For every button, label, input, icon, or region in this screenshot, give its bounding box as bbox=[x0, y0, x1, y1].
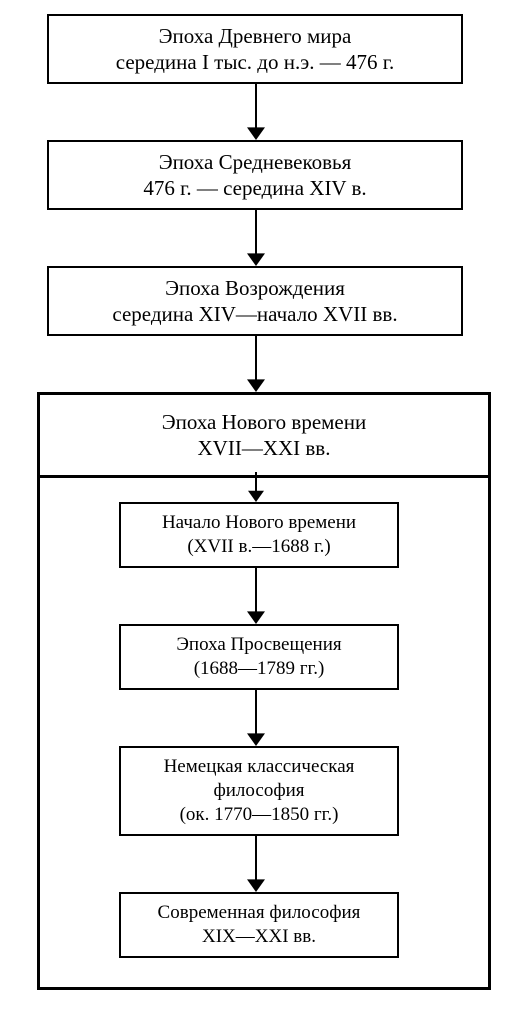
node-enlightenment-line2: (1688—1789 гг.) bbox=[121, 657, 397, 681]
node-medieval: Эпоха Средневековья476 г. — середина XIV… bbox=[47, 140, 463, 210]
node-german-classical-line1: Немецкая классическая bbox=[121, 755, 397, 779]
node-ancient-line1: Эпоха Древнего мира bbox=[49, 23, 461, 49]
modern-era-header: Эпоха Нового времени XVII—XXI вв. bbox=[40, 395, 488, 475]
arrow-e1 bbox=[245, 84, 267, 140]
node-renaissance-line1: Эпоха Возрождения bbox=[49, 275, 461, 301]
node-ancient: Эпоха Древнего мирасередина I тыс. до н.… bbox=[47, 14, 463, 84]
node-contemporary: Современная философияXIX—XXI вв. bbox=[119, 892, 399, 958]
modern-era-title-line1: Эпоха Нового времени bbox=[162, 409, 366, 435]
node-contemporary-line1: Современная философия bbox=[121, 901, 397, 925]
node-renaissance-line2: середина XIV—начало XVII вв. bbox=[49, 301, 461, 327]
arrow-e2 bbox=[245, 210, 267, 266]
arrow-e3 bbox=[245, 336, 267, 392]
node-enlightenment-line1: Эпоха Просвещения bbox=[121, 633, 397, 657]
node-german-classical-line3: (ок. 1770—1850 гг.) bbox=[121, 803, 397, 827]
node-ancient-line2: середина I тыс. до н.э. — 476 г. bbox=[49, 49, 461, 75]
modern-era-title-line2: XVII—XXI вв. bbox=[198, 435, 331, 461]
node-early-modern: Начало Нового времени(XVII в.—1688 г.) bbox=[119, 502, 399, 568]
node-enlightenment: Эпоха Просвещения(1688—1789 гг.) bbox=[119, 624, 399, 690]
node-medieval-line1: Эпоха Средневековья bbox=[49, 149, 461, 175]
node-contemporary-line2: XIX—XXI вв. bbox=[121, 925, 397, 949]
node-renaissance: Эпоха Возрождениясередина XIV—начало XVI… bbox=[47, 266, 463, 336]
arrow-e5 bbox=[245, 568, 267, 624]
node-german-classical: Немецкая классическаяфилософия(ок. 1770—… bbox=[119, 746, 399, 836]
node-early-modern-line1: Начало Нового времени bbox=[121, 511, 397, 535]
node-early-modern-line2: (XVII в.—1688 г.) bbox=[121, 535, 397, 559]
arrow-e4 bbox=[246, 472, 266, 502]
node-german-classical-line2: философия bbox=[121, 779, 397, 803]
node-medieval-line2: 476 г. — середина XIV в. bbox=[49, 175, 461, 201]
arrow-e7 bbox=[245, 836, 267, 892]
arrow-e6 bbox=[245, 690, 267, 746]
